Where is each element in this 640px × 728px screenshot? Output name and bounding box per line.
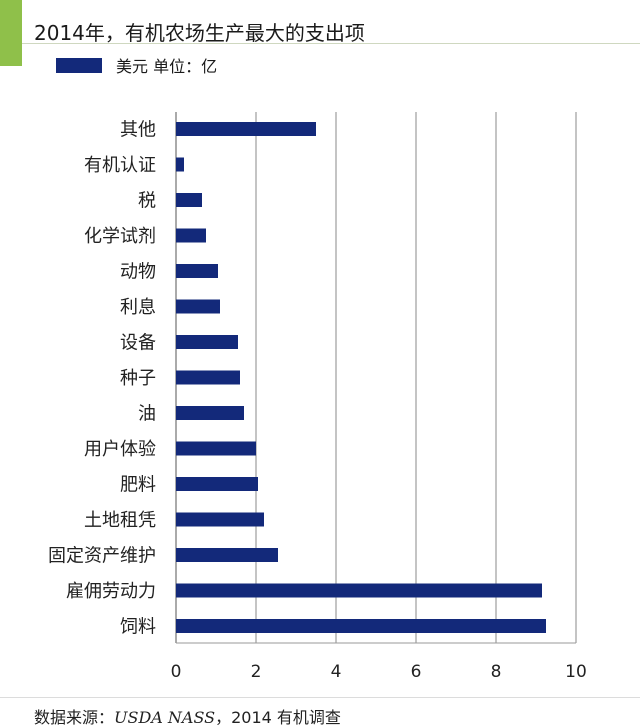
category-label: 种子: [120, 368, 156, 389]
category-label: 肥料: [120, 475, 156, 496]
source-prefix: 数据来源：: [34, 708, 115, 727]
category-label: 油: [138, 404, 156, 425]
bar: [176, 619, 546, 633]
legend-label: 美元 单位：亿: [116, 57, 218, 76]
category-label: 土地租凭: [84, 510, 156, 531]
category-label: 利息: [120, 297, 156, 318]
bar: [176, 157, 184, 172]
category-label: 用户体验: [84, 439, 156, 460]
legend-swatch: [56, 57, 102, 73]
category-label: 有机认证: [84, 155, 156, 176]
category-label: 税: [138, 191, 156, 212]
x-tick-label: 10: [565, 662, 587, 682]
bar: [176, 264, 218, 278]
category-label: 其他: [120, 120, 156, 141]
bar: [176, 228, 206, 243]
source-name: USDA NASS: [114, 708, 216, 727]
x-tick-label: 2: [251, 662, 262, 682]
category-label: 化学试剂: [84, 226, 156, 247]
source-suffix: ，2014 有机调查: [215, 708, 341, 727]
chart-title: 2014年，有机农场生产最大的支出项: [34, 21, 365, 45]
category-label: 动物: [120, 262, 156, 283]
category-label: 雇佣劳动力: [66, 581, 156, 602]
bar: [176, 299, 220, 314]
bar: [176, 370, 240, 385]
accent-bar: [0, 0, 22, 66]
bar: [176, 335, 238, 349]
bar: [176, 122, 316, 136]
chart-legend: 美元 单位：亿: [56, 54, 217, 76]
x-tick-label: 8: [491, 662, 502, 682]
bar: [176, 512, 264, 527]
chart-header: 2014年，有机农场生产最大的支出项: [0, 0, 640, 68]
bar: [176, 193, 202, 207]
source-note: 数据来源：USDA NASS，2014 有机调查: [34, 704, 341, 728]
bar: [176, 477, 258, 491]
x-tick-label: 4: [331, 662, 342, 682]
bar: [176, 406, 244, 420]
category-label: 设备: [120, 333, 156, 354]
category-label: 固定资产维护: [48, 546, 156, 567]
bar-chart: 0 2 4 6 8 10 其他有机认证税化学试剂动物利息设备种子油用户体验肥料土地租凭固定资…: [48, 112, 587, 682]
x-tick-label: 6: [411, 662, 422, 682]
bar: [176, 441, 256, 456]
chart-footer: 数据来源：USDA NASS，2014 有机调查: [0, 697, 640, 727]
x-tick-label: 0: [171, 662, 182, 682]
bar: [176, 548, 278, 562]
bar: [176, 583, 542, 598]
category-label: 饲料: [120, 617, 156, 638]
header-divider: [22, 43, 640, 44]
